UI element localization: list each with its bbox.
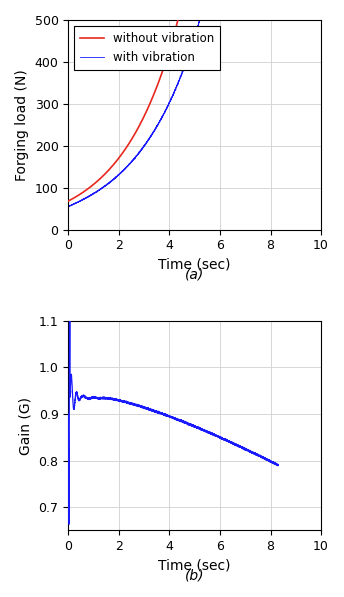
Y-axis label: Forging load (N): Forging load (N) <box>15 69 29 181</box>
Y-axis label: Gain (G): Gain (G) <box>19 396 33 455</box>
Legend: without vibration, with vibration: without vibration, with vibration <box>74 26 220 70</box>
X-axis label: Time (sec): Time (sec) <box>159 258 231 272</box>
with vibration <box>67 203 71 210</box>
Line: with vibration: with vibration <box>68 0 278 207</box>
with vibration <box>66 203 70 210</box>
with vibration <box>154 123 159 130</box>
Line: without vibration: without vibration <box>68 0 278 201</box>
X-axis label: Time (sec): Time (sec) <box>159 559 231 573</box>
with vibration <box>166 101 170 109</box>
Text: (b): (b) <box>185 568 204 582</box>
with vibration <box>156 121 160 128</box>
without vibration <box>66 198 70 205</box>
Text: (a): (a) <box>185 267 204 281</box>
without vibration <box>79 190 83 197</box>
